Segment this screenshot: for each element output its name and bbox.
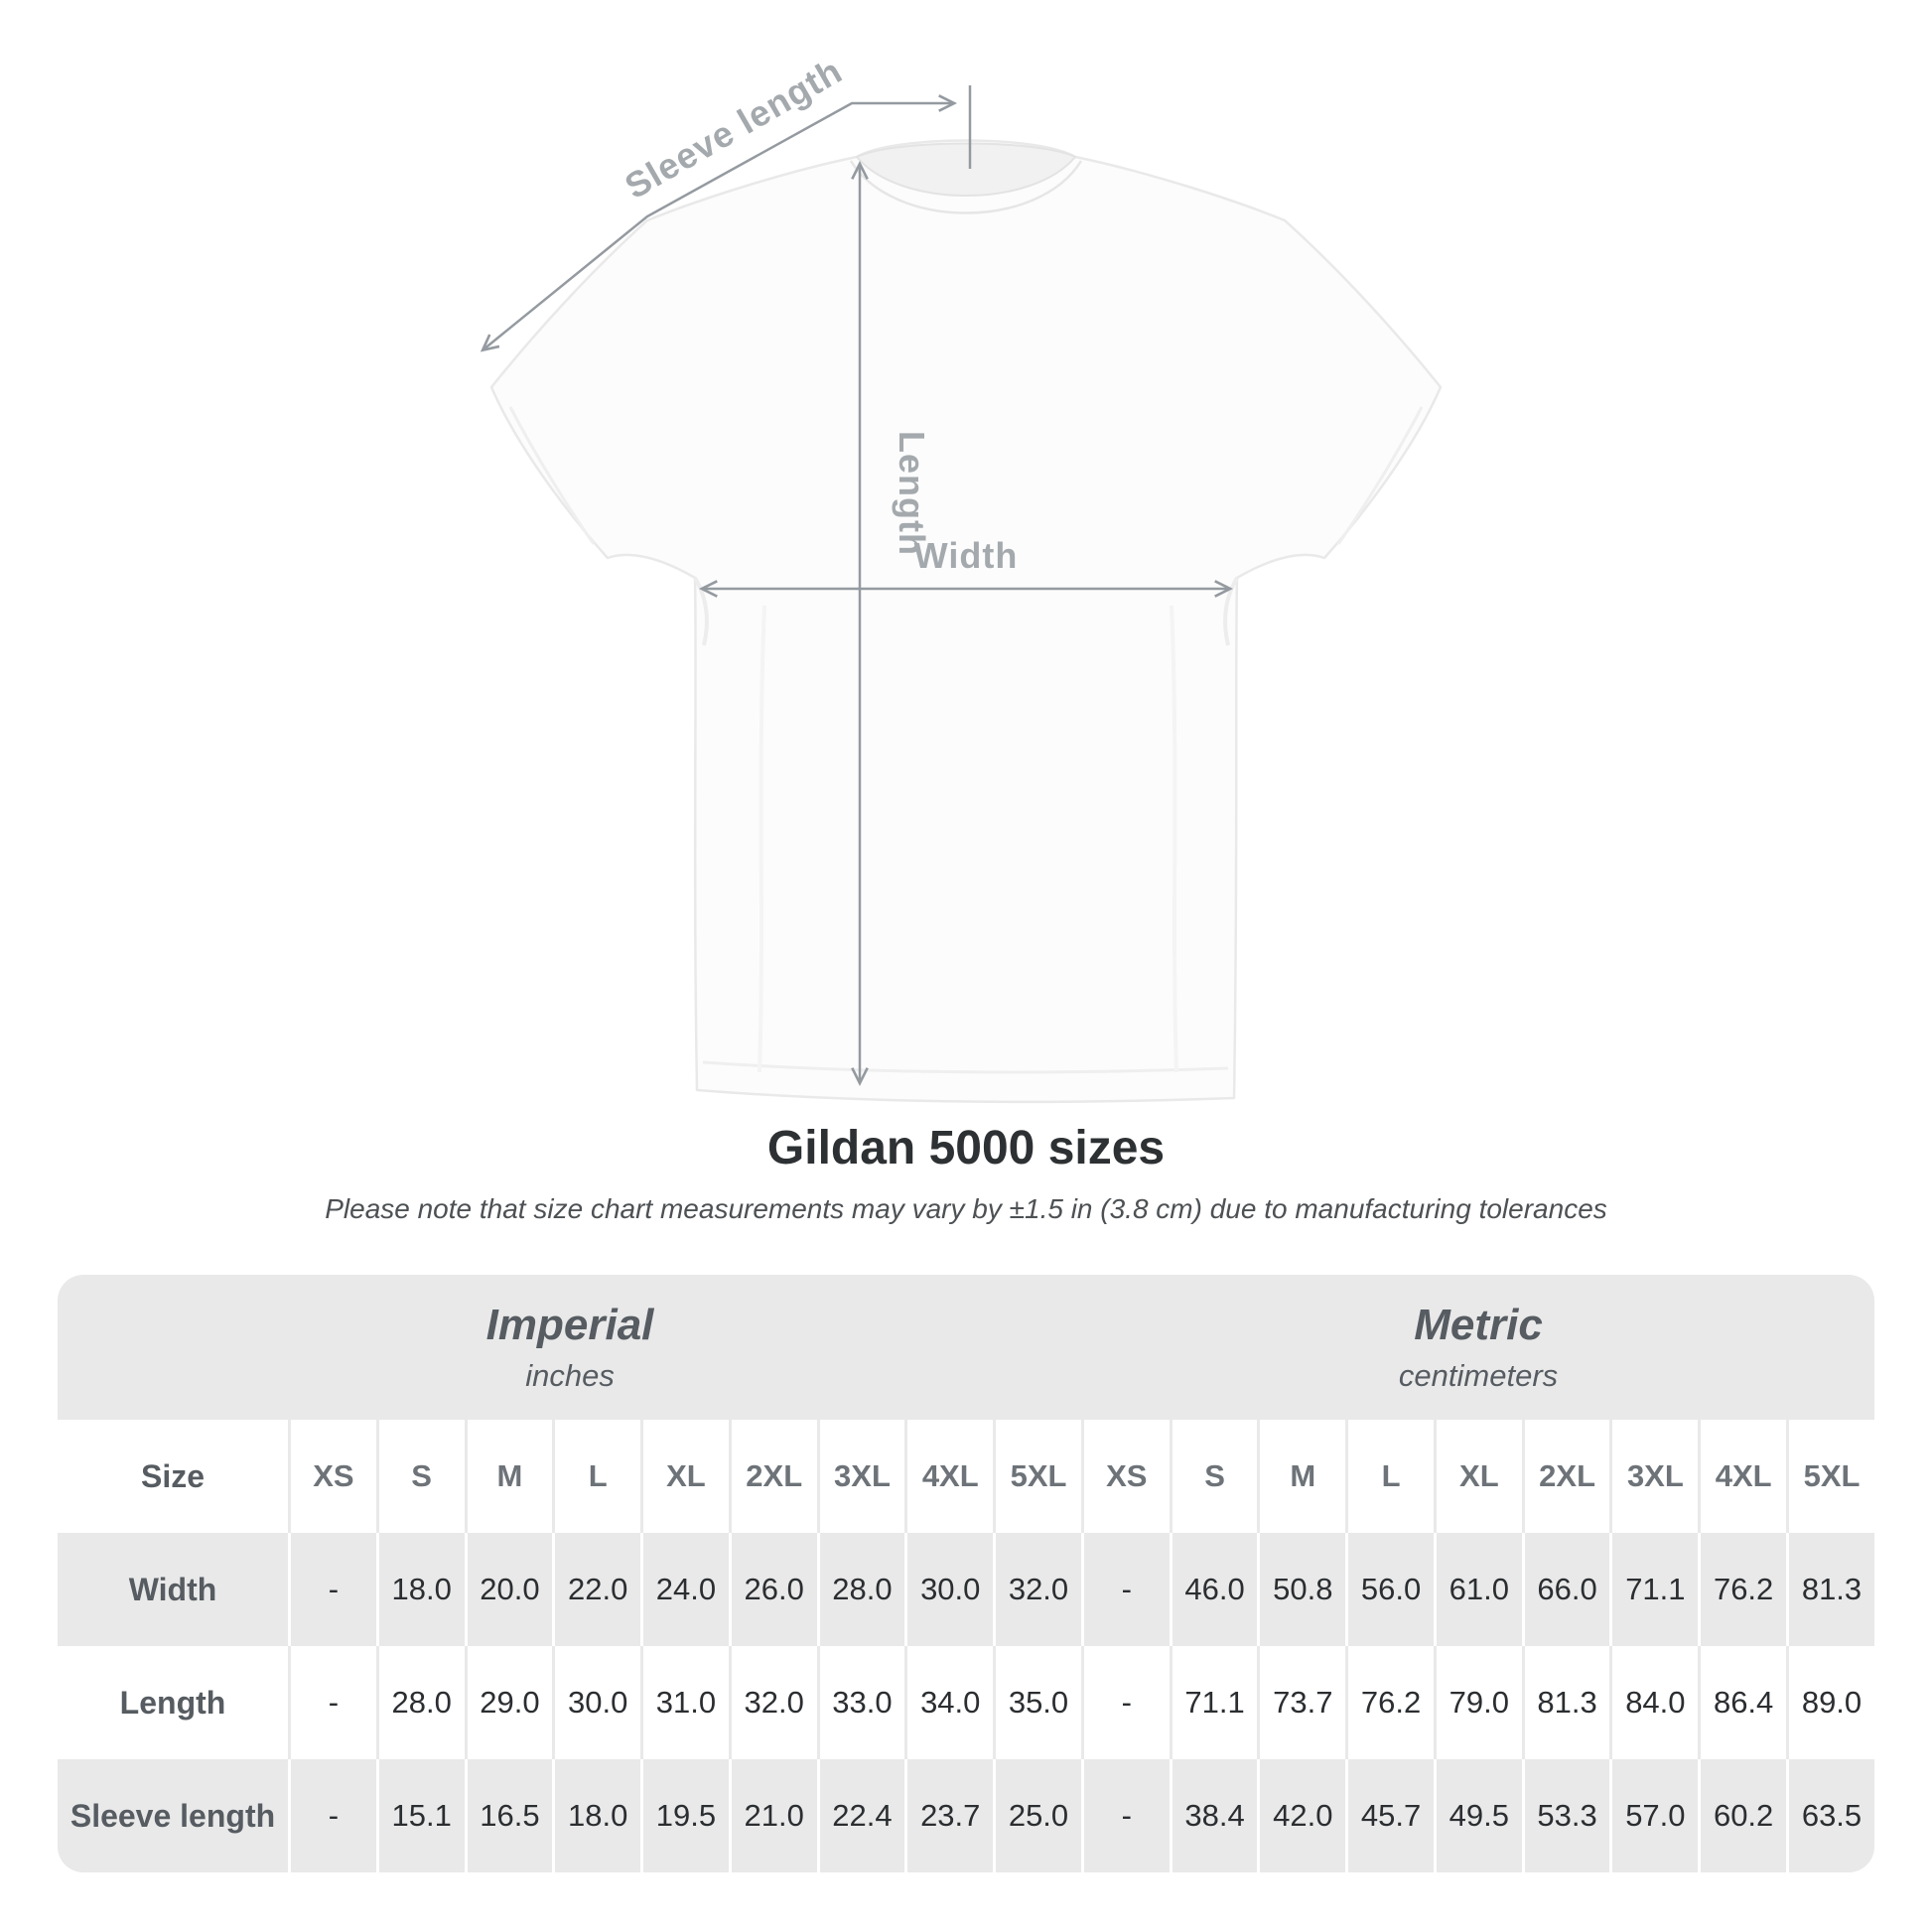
sleeve-length-imperial-4xl: 23.7 [904,1759,993,1872]
width-metric-2xl: 66.0 [1521,1533,1610,1646]
units-header-band: Imperial inches Metric centimeters [58,1275,1874,1420]
width-imperial-2xl: 26.0 [728,1533,817,1646]
length-label: Length [892,431,932,556]
size-header-metric-3xl: 3XL [1609,1420,1698,1533]
width-metric-3xl: 71.1 [1609,1533,1698,1646]
width-metric-5xl: 81.3 [1786,1533,1874,1646]
width-metric-l: 56.0 [1345,1533,1434,1646]
size-header-imperial-l: L [552,1420,640,1533]
length-imperial-s: 28.0 [375,1646,465,1759]
length-metric-5xl: 89.0 [1786,1646,1874,1759]
width-imperial-4xl: 30.0 [904,1533,993,1646]
sleeve-length-imperial-5xl: 25.0 [993,1759,1081,1872]
measurements-grid: Size XS S M L XL 2XL 3XL 4XL 5XL XS S M L XL 2XL 3XL 4XL… [58,1420,1874,1872]
length-imperial-2xl: 32.0 [728,1646,817,1759]
size-header-row: Size XS S M L XL 2XL 3XL 4XL 5XL XS S M L XL 2XL 3XL 4XL… [58,1420,1874,1533]
sleeve-length-metric-4xl: 60.2 [1698,1759,1786,1872]
length-imperial-xs: - [288,1646,376,1759]
page-title: Gildan 5000 sizes [766,1122,1166,1174]
size-header-imperial-2xl: 2XL [728,1420,817,1533]
size-header-metric-xl: XL [1433,1420,1522,1533]
length-metric-xs: - [1080,1646,1170,1759]
width-metric-m: 50.8 [1257,1533,1345,1646]
sleeve-length-imperial-m: 16.5 [464,1759,553,1872]
size-header-imperial-5xl: 5XL [993,1420,1081,1533]
size-header-metric-5xl: 5XL [1786,1420,1874,1533]
imperial-header: Imperial inches [58,1275,1082,1420]
tshirt-graphic [489,139,1443,1104]
length-metric-2xl: 81.3 [1521,1646,1610,1759]
row-label-width: Width [128,1571,217,1607]
sleeve-length-imperial-xl: 19.5 [640,1759,729,1872]
length-metric-4xl: 86.4 [1698,1646,1786,1759]
sleeve-length-metric-s: 38.4 [1169,1759,1258,1872]
sleeve-length-imperial-2xl: 21.0 [728,1759,817,1872]
length-imperial-5xl: 35.0 [993,1646,1081,1759]
size-header-imperial-m: M [464,1420,553,1533]
tshirt-diagram: Sleeve length Length Width [480,50,1443,1104]
size-header-imperial-xs: XS [288,1420,376,1533]
row-label-length: Length [119,1684,226,1721]
length-imperial-xl: 31.0 [640,1646,729,1759]
length-imperial-m: 29.0 [464,1646,553,1759]
size-header-metric-4xl: 4XL [1698,1420,1786,1533]
sleeve-length-metric-m: 42.0 [1257,1759,1345,1872]
size-header-imperial-s: S [375,1420,465,1533]
length-metric-l: 76.2 [1345,1646,1434,1759]
table-row-length: Length -28.0 29.0 30.0 31.0 32.0 33.0 34.0 35.0-… [58,1646,1874,1759]
table-row-width: Width -18.0 20.0 22.0 24.0 26.0 28.0 30.0 32.0-4… [58,1533,1874,1646]
length-imperial-4xl: 34.0 [904,1646,993,1759]
size-header-imperial-3xl: 3XL [816,1420,905,1533]
size-chart-table: Imperial inches Metric centimeters Size … [58,1275,1874,1872]
sleeve-length-imperial-l: 18.0 [552,1759,640,1872]
sleeve-length-metric-5xl: 63.5 [1786,1759,1874,1872]
metric-unit-label: centimeters [1398,1358,1559,1394]
sleeve-length-metric-xl: 49.5 [1433,1759,1522,1872]
length-imperial-3xl: 33.0 [816,1646,905,1759]
title-block: Gildan 5000 sizes Please note that size … [0,1120,1932,1227]
width-imperial-l: 22.0 [552,1533,640,1646]
sleeve-length-imperial-3xl: 22.4 [816,1759,905,1872]
sleeve-length-metric-xs: - [1080,1759,1170,1872]
metric-header: Metric centimeters [1082,1275,1874,1420]
tolerance-note: Please note that size chart measurements… [325,1192,1607,1224]
imperial-label: Imperial [485,1300,654,1349]
length-imperial-l: 30.0 [552,1646,640,1759]
sleeve-length-metric-l: 45.7 [1345,1759,1434,1872]
width-metric-4xl: 76.2 [1698,1533,1786,1646]
width-metric-xl: 61.0 [1433,1533,1522,1646]
width-imperial-xl: 24.0 [640,1533,729,1646]
length-metric-3xl: 84.0 [1609,1646,1698,1759]
sleeve-length-metric-3xl: 57.0 [1609,1759,1698,1872]
width-imperial-m: 20.0 [464,1533,553,1646]
table-row-sleeve-length: Sleeve length -15.1 16.5 18.0 19.5 21.0 22.4 23… [58,1759,1874,1872]
sleeve-length-imperial-xs: - [288,1759,376,1872]
measurement-rows: Width -18.0 20.0 22.0 24.0 26.0 28.0 30.0 32.0-4… [58,1533,1874,1872]
width-imperial-3xl: 28.0 [816,1533,905,1646]
width-label: Width [914,535,1019,576]
imperial-unit-label: inches [525,1358,615,1394]
length-metric-m: 73.7 [1257,1646,1345,1759]
width-imperial-s: 18.0 [375,1533,465,1646]
size-header-imperial-xl: XL [640,1420,729,1533]
sleeve-length-imperial-s: 15.1 [375,1759,465,1872]
length-metric-xl: 79.0 [1433,1646,1522,1759]
size-header-metric-s: S [1169,1420,1258,1533]
size-column-header: Size [140,1457,206,1494]
length-metric-s: 71.1 [1169,1646,1258,1759]
sleeve-length-arrow [480,94,958,352]
size-header-imperial-4xl: 4XL [904,1420,993,1533]
size-header-metric-2xl: 2XL [1521,1420,1610,1533]
width-metric-xs: - [1080,1533,1170,1646]
size-header-metric-l: L [1345,1420,1434,1533]
row-label-sleeve-length: Sleeve length [69,1797,276,1834]
width-metric-s: 46.0 [1169,1533,1258,1646]
width-imperial-5xl: 32.0 [993,1533,1081,1646]
size-header-metric-xs: XS [1080,1420,1170,1533]
size-header-metric-m: M [1257,1420,1345,1533]
metric-label: Metric [1414,1300,1543,1349]
width-imperial-xs: - [288,1533,376,1646]
sleeve-length-metric-2xl: 53.3 [1521,1759,1610,1872]
